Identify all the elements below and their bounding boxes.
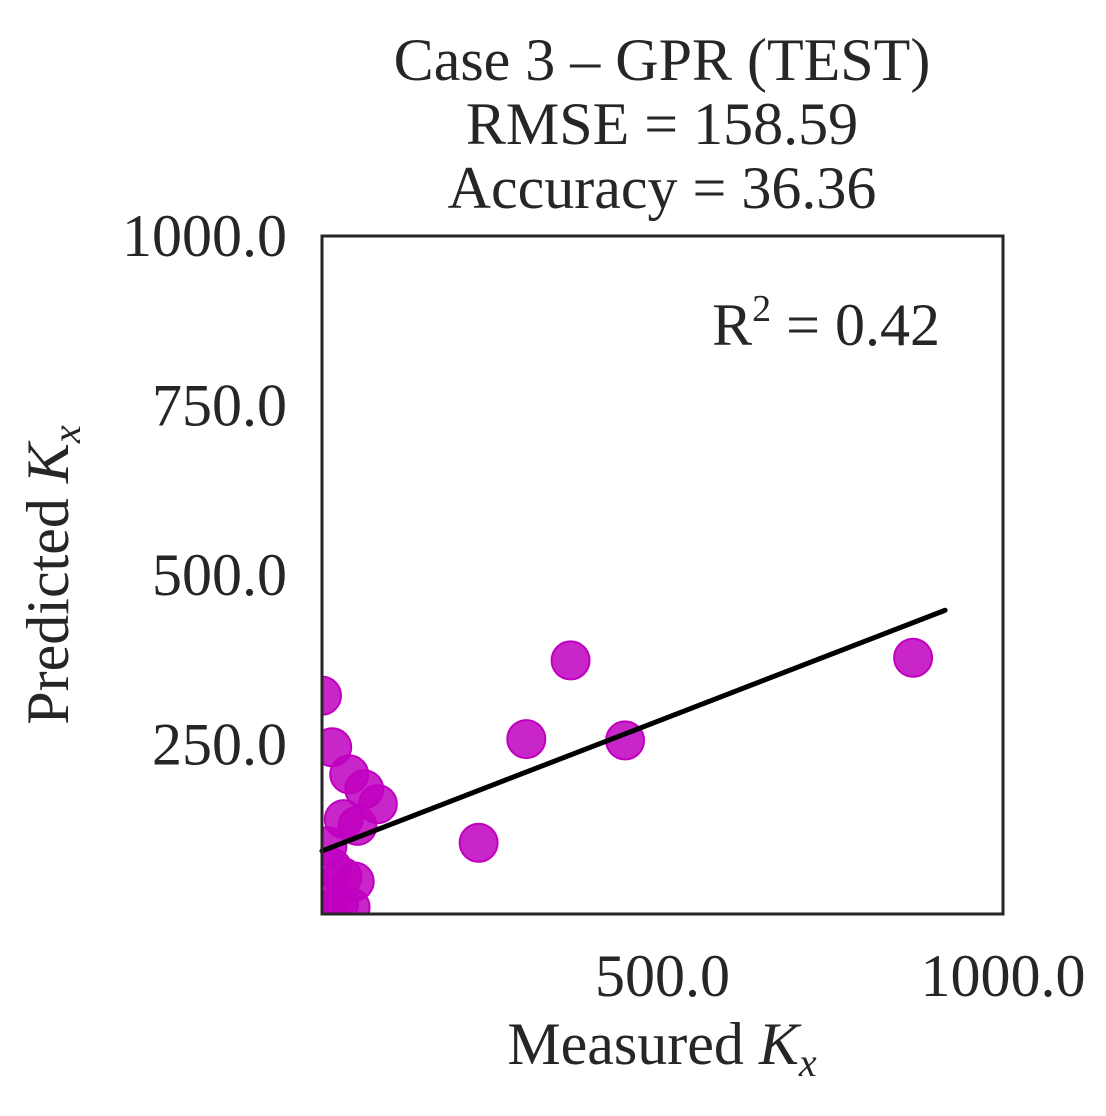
data-point-19 — [893, 637, 934, 678]
r-squared-annotation: R2 = 0.42 — [712, 288, 940, 358]
y-axis-label-symbol: K — [15, 440, 81, 484]
x-tick-label-1: 1000.0 — [921, 943, 1086, 1009]
data-point-0 — [322, 675, 342, 716]
r-squared-superscript: 2 — [752, 288, 771, 330]
data-point-14 — [322, 890, 349, 914]
plot-background — [322, 236, 1003, 914]
y-tick-label-1: 500.0 — [152, 542, 287, 608]
y-tick-label-2: 750.0 — [152, 373, 287, 439]
chart-title-line-1: Case 3 – GPR (TEST) — [394, 27, 931, 93]
y-axis-label-prefix: Predicted — [15, 483, 81, 725]
x-axis-ticks: 500.0 1000.0 — [595, 943, 1086, 1009]
r-squared-value: = 0.42 — [771, 292, 940, 358]
y-tick-label-3: 1000.0 — [122, 203, 287, 269]
y-axis-ticks: 250.0 500.0 750.0 1000.0 — [122, 203, 287, 778]
r-squared-base: R — [712, 292, 752, 358]
plot-frame — [320, 234, 1005, 916]
y-axis-label-subscript: x — [44, 425, 89, 444]
x-axis-label-prefix: Measured — [507, 1011, 759, 1077]
x-axis-label: Measured Kx — [507, 1011, 817, 1085]
y-axis-label: Predicted Kx — [15, 425, 89, 725]
regression-line — [319, 607, 948, 854]
x-axis-label-symbol: K — [758, 1011, 802, 1077]
chart-title-line-2: RMSE = 158.59 — [466, 91, 858, 157]
x-tick-label-0: 500.0 — [595, 943, 730, 1009]
plot-area — [319, 234, 1005, 916]
data-point-16 — [506, 719, 547, 760]
data-point-15 — [458, 822, 499, 863]
data-point-17 — [550, 640, 591, 681]
x-axis-label-subscript: x — [798, 1040, 817, 1085]
chart-title-line-3: Accuracy = 36.36 — [448, 155, 877, 221]
y-tick-label-0: 250.0 — [152, 712, 287, 778]
